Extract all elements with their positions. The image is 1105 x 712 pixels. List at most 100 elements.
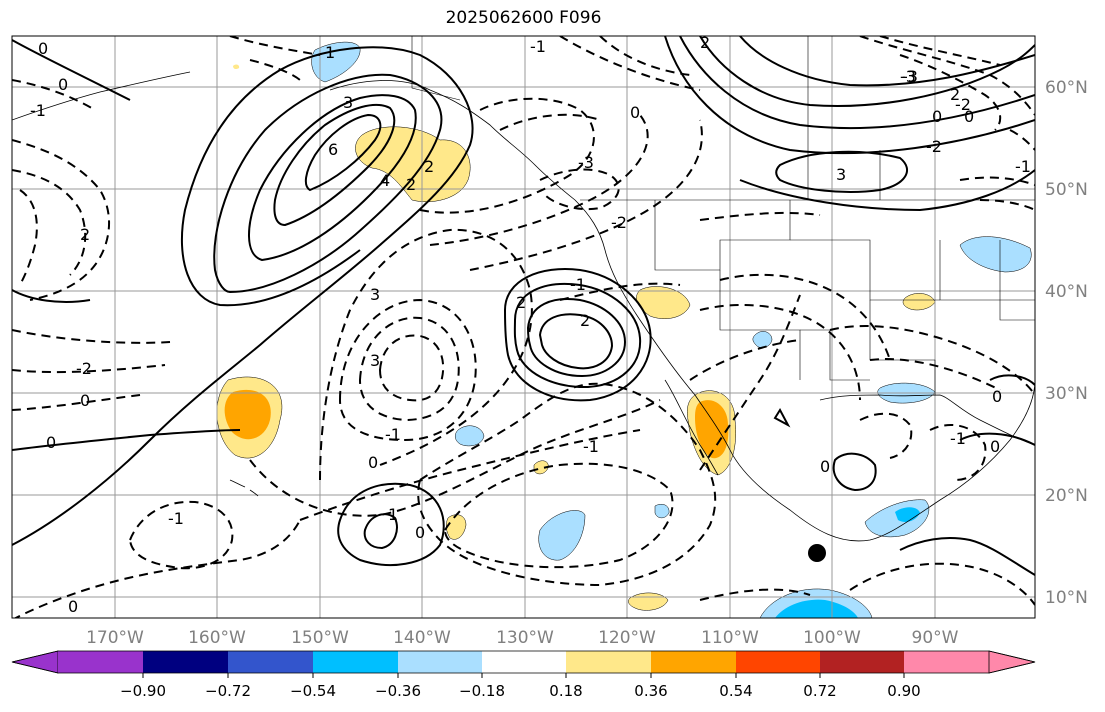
lon-tick: 120°W [598, 628, 656, 648]
colorbar-segment [904, 651, 989, 673]
contour-label: 2 [580, 311, 590, 330]
lon-tick: 160°W [188, 628, 246, 648]
contour-label: 0 [368, 453, 378, 472]
location-marker [808, 544, 826, 562]
contour-label: 0 [992, 387, 1002, 406]
map-panel [12, 36, 1035, 618]
contour-label: 1 [388, 505, 398, 524]
shade-negative-strong [895, 507, 920, 522]
shaded-anomalies [216, 41, 1032, 618]
contour-label: 2 [406, 175, 416, 194]
contour-label: 4 [380, 171, 390, 190]
shade-negative-strong [775, 599, 858, 618]
contour-label: -1 [30, 101, 46, 120]
colorbar-segment [143, 651, 228, 673]
contour-label: 0 [932, 107, 942, 126]
contour-labels: 0 -1 1 0 -1 3 6 4 2 3 2 2 -1 2 -2 3 -3 2… [30, 33, 1031, 616]
contour-label: 2 [80, 225, 90, 244]
contours-solid [12, 36, 1035, 576]
contour-label: -1 [168, 509, 184, 528]
lat-tick: 50°N [1045, 180, 1088, 200]
shade-negative [311, 41, 361, 83]
colorbar-segment [228, 651, 313, 673]
contour-label: 3 [370, 285, 380, 304]
colorbar-label: −0.18 [459, 682, 505, 700]
contour-label: -1 [583, 437, 599, 456]
contour-label: -3 [902, 67, 918, 86]
colorbar-segment [482, 651, 566, 673]
contour-label: -1 [950, 429, 966, 448]
lon-tick: 140°W [393, 628, 451, 648]
colorbar-segment [11, 650, 59, 674]
contour-label: 0 [415, 523, 425, 542]
contour-label: 2 [700, 33, 710, 52]
contour-label: 3 [343, 93, 353, 112]
contour-label: 2 [516, 293, 526, 312]
colorbar-segment [58, 651, 143, 673]
contour-label: 0 [990, 437, 1000, 456]
colorbar: −0.90 −0.72 −0.54 −0.36 −0.18 0.18 0.36 … [11, 650, 1036, 700]
colorbar-label: −0.54 [290, 682, 336, 700]
graticule [12, 36, 1035, 618]
contour-label: -1 [1015, 157, 1031, 176]
contour-label: 3 [370, 351, 380, 370]
shade-negative [538, 510, 586, 561]
lat-tick: 30°N [1045, 384, 1088, 404]
lon-tick: 90°W [912, 628, 959, 648]
colorbar-label: −0.72 [205, 682, 251, 700]
contour-label: 6 [328, 140, 338, 159]
contour-label: 0 [630, 103, 640, 122]
shade-positive [355, 126, 471, 203]
contour-label: -3 [900, 67, 916, 86]
contour-label: -2 [926, 137, 942, 156]
lat-tick: 40°N [1045, 282, 1088, 302]
colorbar-segment [313, 651, 398, 673]
contour-label: -1 [570, 275, 586, 294]
contour-label: 3 [836, 165, 846, 184]
contour-label: -1 [530, 37, 546, 56]
coastlines [12, 71, 1035, 542]
colorbar-label: 0.72 [803, 682, 836, 700]
shade-positive [902, 293, 936, 311]
shade-negative [654, 504, 670, 519]
contours-dashed [12, 36, 1035, 618]
lat-tick: 10°N [1045, 588, 1088, 608]
contour-label: 0 [46, 433, 56, 452]
colorbar-segment [566, 651, 651, 673]
colorbar-label: 0.36 [634, 682, 667, 700]
colorbar-segment [398, 651, 482, 673]
shade-negative [233, 64, 240, 70]
colorbar-segment [736, 651, 820, 673]
shade-negative [455, 425, 485, 447]
lon-tick: 130°W [496, 628, 554, 648]
colorbar-label: 0.18 [549, 682, 582, 700]
colorbar-label: 0.90 [887, 682, 920, 700]
contour-label: 0 [820, 457, 830, 476]
map-frame [11, 35, 1036, 619]
lon-tick: 170°W [86, 628, 144, 648]
colorbar-segment [820, 651, 904, 673]
contour-label: 2 [424, 157, 434, 176]
contour-label: 2 [950, 85, 960, 104]
contour-label: 0 [58, 75, 68, 94]
colorbar-segment [988, 650, 1036, 674]
colorbar-label: 0.54 [719, 682, 752, 700]
map-title: 2025062600 F096 [445, 8, 602, 28]
contour-label: 1 [325, 43, 335, 62]
shade-negative [959, 236, 1032, 273]
contour-label: 0 [80, 391, 90, 410]
contour-label: -2 [76, 359, 92, 378]
lon-tick: 150°W [291, 628, 349, 648]
contour-label: 0 [964, 107, 974, 126]
shade-positive-strong [224, 389, 271, 440]
lat-tick: 20°N [1045, 486, 1088, 506]
contour-label: -1 [385, 425, 401, 444]
contour-label: -2 [955, 95, 971, 114]
contour-label: 0 [68, 597, 78, 616]
shade-positive [533, 460, 549, 475]
lon-tick: 100°W [803, 628, 861, 648]
contour-label: -3 [578, 153, 594, 172]
contour-label: -2 [611, 213, 627, 232]
colorbar-segment [651, 651, 736, 673]
